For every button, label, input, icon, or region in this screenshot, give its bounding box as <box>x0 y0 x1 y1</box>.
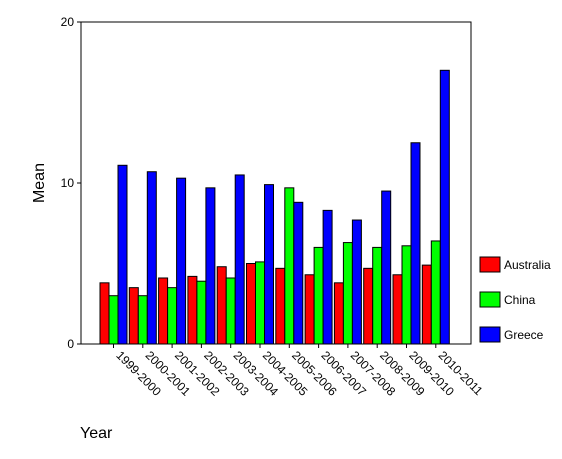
y-tick-label: 0 <box>67 337 74 351</box>
y-tick-label: 20 <box>61 15 75 29</box>
y-axis-title: Mean <box>31 163 48 203</box>
bar-greece-2001-2002 <box>176 177 187 345</box>
bar-china-2009-2010 <box>401 245 412 345</box>
legend-swatch-greece <box>479 326 501 343</box>
legend-swatch-australia <box>479 256 501 273</box>
bar-australia-2004-2005 <box>246 263 256 345</box>
bar-china-2006-2007 <box>313 246 324 345</box>
bar-china-2001-2002 <box>167 287 178 345</box>
bar-greece-2005-2006 <box>293 201 304 345</box>
x-axis-title: Year <box>80 425 113 442</box>
bar-china-2004-2005 <box>255 261 265 345</box>
bar-greece-2007-2008 <box>351 219 362 345</box>
legend-label-australia: Australia <box>504 258 551 272</box>
bar-greece-2002-2003 <box>205 187 216 345</box>
bar-china-2010-2011 <box>430 240 441 345</box>
bar-china-2008-2009 <box>372 246 383 345</box>
bar-china-2000-2001 <box>137 295 148 345</box>
legend-label-china: China <box>504 293 536 307</box>
legend-label-greece: Greece <box>504 328 544 342</box>
bar-australia-2001-2002 <box>158 277 169 345</box>
bar-greece-2003-2004 <box>234 174 245 345</box>
bar-australia-2009-2010 <box>392 274 403 345</box>
bar-china-1999-2000 <box>108 295 119 345</box>
bar-australia-1999-2000 <box>99 282 110 345</box>
bars <box>99 69 450 345</box>
bar-greece-2009-2010 <box>410 142 421 345</box>
bar-australia-2002-2003 <box>187 275 198 345</box>
bar-greece-2000-2001 <box>146 171 157 345</box>
bar-australia-2006-2007 <box>304 274 315 345</box>
bar-australia-2008-2009 <box>363 267 374 345</box>
bar-greece-2008-2009 <box>381 190 392 345</box>
y-axis: 0 10 20 <box>61 15 81 351</box>
legend: Australia China Greece <box>479 256 551 343</box>
legend-swatch-china <box>479 291 501 308</box>
bar-china-2002-2003 <box>196 280 207 345</box>
bar-australia-2000-2001 <box>128 287 139 345</box>
bar-australia-2007-2008 <box>333 282 344 345</box>
bar-china-2003-2004 <box>225 277 236 345</box>
bar-greece-2010-2011 <box>439 69 450 345</box>
bar-australia-2005-2006 <box>275 267 286 345</box>
bar-china-2007-2008 <box>342 242 353 345</box>
bar-australia-2003-2004 <box>216 266 227 345</box>
bar-greece-2006-2007 <box>322 209 333 345</box>
bar-greece-1999-2000 <box>117 164 128 345</box>
bar-china-2005-2006 <box>284 187 295 345</box>
y-tick-label: 10 <box>61 176 75 190</box>
x-axis: 1999-20002000-20012001-20022002-20032003… <box>113 344 486 399</box>
bar-australia-2010-2011 <box>421 264 432 345</box>
bar-greece-2004-2005 <box>264 184 274 345</box>
